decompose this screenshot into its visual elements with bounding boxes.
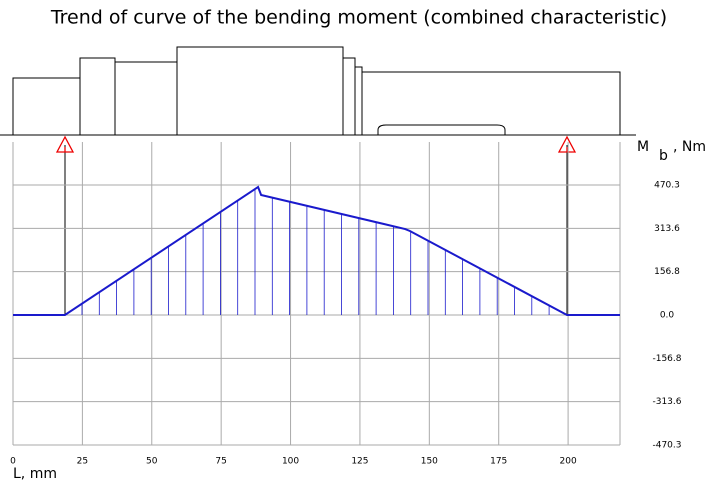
y-axis-label-unit: , Nm xyxy=(673,139,706,155)
y-tick-label: 313.6 xyxy=(654,224,680,234)
y-tick-label: -313.6 xyxy=(652,397,681,407)
x-tick-label: 0 xyxy=(10,457,16,467)
chart-title: Trend of curve of the bending moment (co… xyxy=(50,7,667,29)
y-axis-label-sub: b xyxy=(659,148,668,164)
y-tick-label: 0.0 xyxy=(660,311,675,321)
x-tick-label: 150 xyxy=(421,457,438,467)
shaft-drawing xyxy=(12,46,621,135)
y-axis-label: M xyxy=(637,139,649,155)
x-tick-label: 25 xyxy=(77,457,88,467)
x-tick-label: 200 xyxy=(560,457,577,467)
x-tick-label: 175 xyxy=(490,457,507,467)
y-tick-label: 470.3 xyxy=(654,181,680,191)
x-tick-label: 75 xyxy=(215,457,226,467)
x-axis-label: L, mm xyxy=(13,466,57,482)
moment-line xyxy=(13,185,620,316)
supports xyxy=(55,135,577,316)
y-tick-label: -470.3 xyxy=(652,441,681,451)
x-tick-label: 125 xyxy=(351,457,368,467)
x-tick-label: 100 xyxy=(282,457,299,467)
x-tick-label: 50 xyxy=(146,457,158,467)
y-tick-label: -156.8 xyxy=(652,354,681,364)
y-tick-label: 156.8 xyxy=(654,267,680,277)
